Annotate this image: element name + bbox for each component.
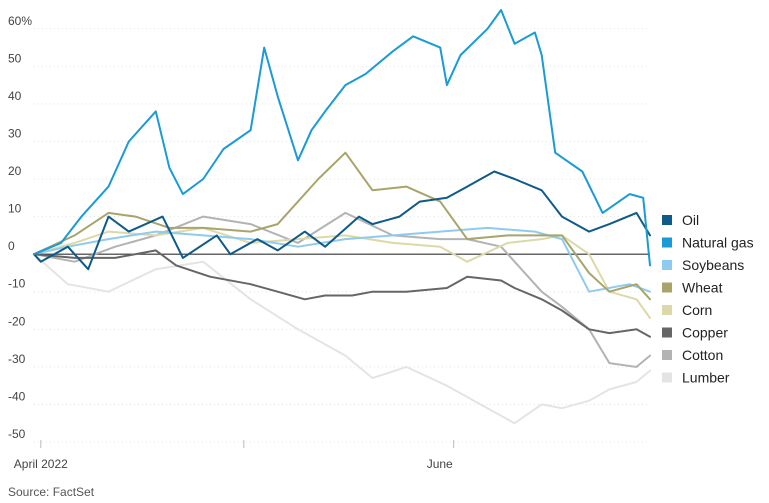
series-line-cotton — [33, 211, 651, 368]
series-line-copper — [33, 249, 651, 338]
legend-label: Copper — [682, 325, 728, 341]
legend-label: Soybeans — [682, 257, 744, 273]
series-line-natural-gas — [33, 9, 651, 267]
legend-swatch — [662, 350, 672, 360]
legend-label: Wheat — [682, 280, 723, 296]
legend-swatch — [662, 372, 672, 383]
y-tick-label: -10 — [8, 277, 26, 291]
legend-swatch — [662, 260, 672, 270]
y-tick-label: 50 — [8, 51, 22, 65]
y-tick-label: -50 — [8, 427, 26, 441]
x-tick-label: June — [427, 457, 453, 471]
legend-label: Cotton — [682, 347, 723, 363]
y-tick-label: 40 — [8, 89, 22, 103]
legend-swatch — [662, 327, 672, 338]
legend-label: Oil — [682, 212, 699, 228]
y-tick-label: -20 — [8, 314, 26, 328]
legend-swatch — [662, 282, 672, 293]
series-line-lumber — [33, 253, 651, 425]
y-tick-label: 60% — [8, 14, 32, 28]
y-tick-label: -40 — [8, 389, 26, 403]
series-lines — [33, 9, 651, 425]
series-line-corn — [33, 226, 651, 319]
x-tick-label: April 2022 — [14, 457, 68, 471]
legend-swatch — [662, 237, 672, 248]
y-tick-label: -30 — [8, 352, 26, 366]
legend-swatch — [662, 305, 672, 315]
y-tick-label: 20 — [8, 164, 22, 178]
y-tick-label: 10 — [8, 202, 22, 216]
source-note: Source: FactSet — [8, 485, 95, 499]
y-tick-label: 30 — [8, 126, 22, 140]
y-axis-ticks: 60% 50 40 30 20 10 0 -10 -20 -30 -40 -50 — [8, 14, 32, 441]
legend-label: Corn — [682, 302, 712, 318]
y-tick-label: 0 — [8, 239, 15, 253]
series-line-wheat — [33, 151, 651, 301]
legend-swatch — [662, 215, 672, 225]
series-line-soybeans — [33, 226, 651, 293]
legend-label: Lumber — [682, 370, 730, 386]
x-axis-ticks: April 2022 June — [14, 440, 455, 471]
series-line-oil — [33, 170, 651, 271]
legend-label: Natural gas — [682, 235, 754, 251]
legend: Oil Natural gas Soybeans Wheat Corn Copper Cot… — [662, 212, 754, 386]
